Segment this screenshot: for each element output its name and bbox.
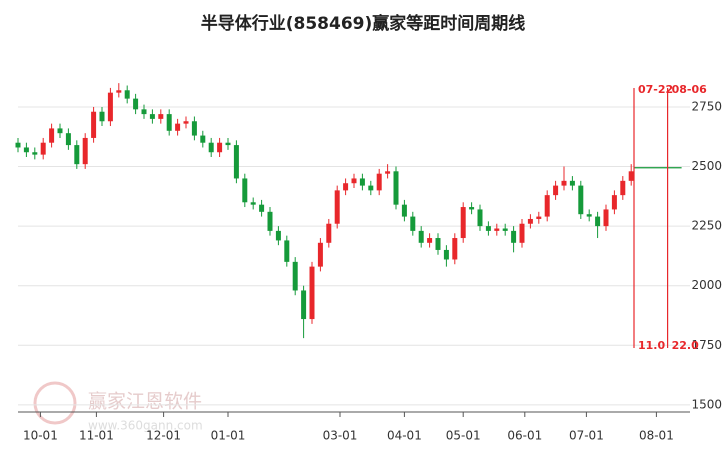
candle-body xyxy=(586,214,592,217)
y-tick-label: 2750 xyxy=(691,99,722,113)
candle-body xyxy=(250,202,256,205)
candle-body xyxy=(200,135,206,143)
candle-body xyxy=(82,137,88,165)
candle-body xyxy=(553,185,559,196)
candle-body xyxy=(242,178,248,203)
y-tick-label: 2000 xyxy=(691,278,722,292)
candle-body xyxy=(233,145,239,179)
candle-body xyxy=(166,114,172,131)
candle-body xyxy=(133,98,139,110)
candle-body xyxy=(15,142,21,148)
candle-body xyxy=(527,218,533,224)
candle-body xyxy=(91,111,97,138)
candle-body xyxy=(410,216,416,231)
candle-body xyxy=(401,204,407,217)
candle-body xyxy=(141,109,147,115)
candle-body xyxy=(502,228,508,231)
candle-body xyxy=(292,261,298,291)
x-tick-label: 01-01 xyxy=(211,429,246,443)
candle-body xyxy=(301,290,307,320)
candle-body xyxy=(351,178,357,184)
candle-body xyxy=(326,223,332,243)
candle-body xyxy=(65,133,71,146)
candle-body xyxy=(561,180,567,186)
candle-body xyxy=(225,142,231,146)
y-tick-label: 2500 xyxy=(691,159,722,173)
candle-body xyxy=(158,114,164,119)
candle-body xyxy=(494,228,500,231)
candle-body xyxy=(427,238,433,243)
candle-body xyxy=(259,204,265,212)
candle-body xyxy=(191,121,197,136)
candle-body xyxy=(511,230,517,243)
x-tick-label: 11-01 xyxy=(79,429,114,443)
candle-body xyxy=(393,171,399,205)
candle-body xyxy=(334,190,340,224)
candle-body xyxy=(175,123,181,131)
candle-body xyxy=(183,121,189,124)
candle-body xyxy=(23,147,29,153)
candle-body xyxy=(116,90,122,93)
candle-body xyxy=(149,114,155,119)
candle-body xyxy=(443,249,449,260)
x-tick-label: 12-01 xyxy=(146,429,181,443)
candle-body xyxy=(620,180,626,196)
cycle-label: 08-06 xyxy=(672,83,708,96)
y-tick-label: 1500 xyxy=(691,397,722,411)
candle-body xyxy=(309,266,315,320)
candle-body xyxy=(124,90,130,99)
watermark-name: 赢家江恩软件 xyxy=(88,391,202,413)
candle-body xyxy=(74,145,80,165)
candle-body xyxy=(217,142,223,153)
candle-body xyxy=(485,226,491,231)
candle-body xyxy=(536,216,542,219)
candle-body xyxy=(208,142,214,153)
candle-body xyxy=(569,180,575,186)
y-tick-label: 2250 xyxy=(691,219,722,233)
candle-body xyxy=(544,195,550,217)
x-tick-label: 03-01 xyxy=(323,429,358,443)
watermark-logo xyxy=(33,381,77,425)
cycle-label: 07-22 xyxy=(638,83,673,96)
candle-body xyxy=(435,238,441,250)
candle-body xyxy=(99,111,105,122)
candle-body xyxy=(578,185,584,215)
candle-body xyxy=(343,183,349,191)
candle-body xyxy=(477,209,483,227)
candle-body xyxy=(519,223,525,243)
candle-body xyxy=(32,152,38,155)
candle-body xyxy=(460,207,466,239)
candle-body xyxy=(611,195,617,210)
candle-body xyxy=(49,128,55,143)
candle-body xyxy=(385,171,391,174)
candle-body xyxy=(368,185,374,191)
candle-body xyxy=(275,230,281,241)
chart-title: 半导体行业(858469)赢家等距时间周期线 xyxy=(201,13,526,34)
candle-body xyxy=(603,209,609,227)
x-tick-label: 05-01 xyxy=(446,429,481,443)
x-tick-label: 04-01 xyxy=(387,429,422,443)
x-tick-label: 07-01 xyxy=(569,429,604,443)
cycle-count: 11.0 xyxy=(638,339,665,352)
candle-body xyxy=(595,216,601,227)
x-tick-label: 10-01 xyxy=(23,429,58,443)
candle-body xyxy=(107,92,113,122)
candle-body xyxy=(40,142,46,155)
candle-body xyxy=(284,240,290,262)
candle-body xyxy=(628,171,634,181)
x-tick-label: 08-01 xyxy=(639,429,674,443)
cycle-count: 22.0 xyxy=(672,339,699,352)
y-tick-label: 1750 xyxy=(691,338,722,352)
candle-body xyxy=(452,238,458,260)
candle-body xyxy=(469,207,475,210)
candle-body xyxy=(267,211,273,231)
candle-body xyxy=(57,128,63,134)
x-tick-label: 06-01 xyxy=(507,429,542,443)
candle-body xyxy=(359,178,365,186)
candle-body xyxy=(418,230,424,243)
watermark-url: www.360gann.com xyxy=(88,419,203,433)
candle-body xyxy=(317,242,323,267)
candle-body xyxy=(376,173,382,191)
